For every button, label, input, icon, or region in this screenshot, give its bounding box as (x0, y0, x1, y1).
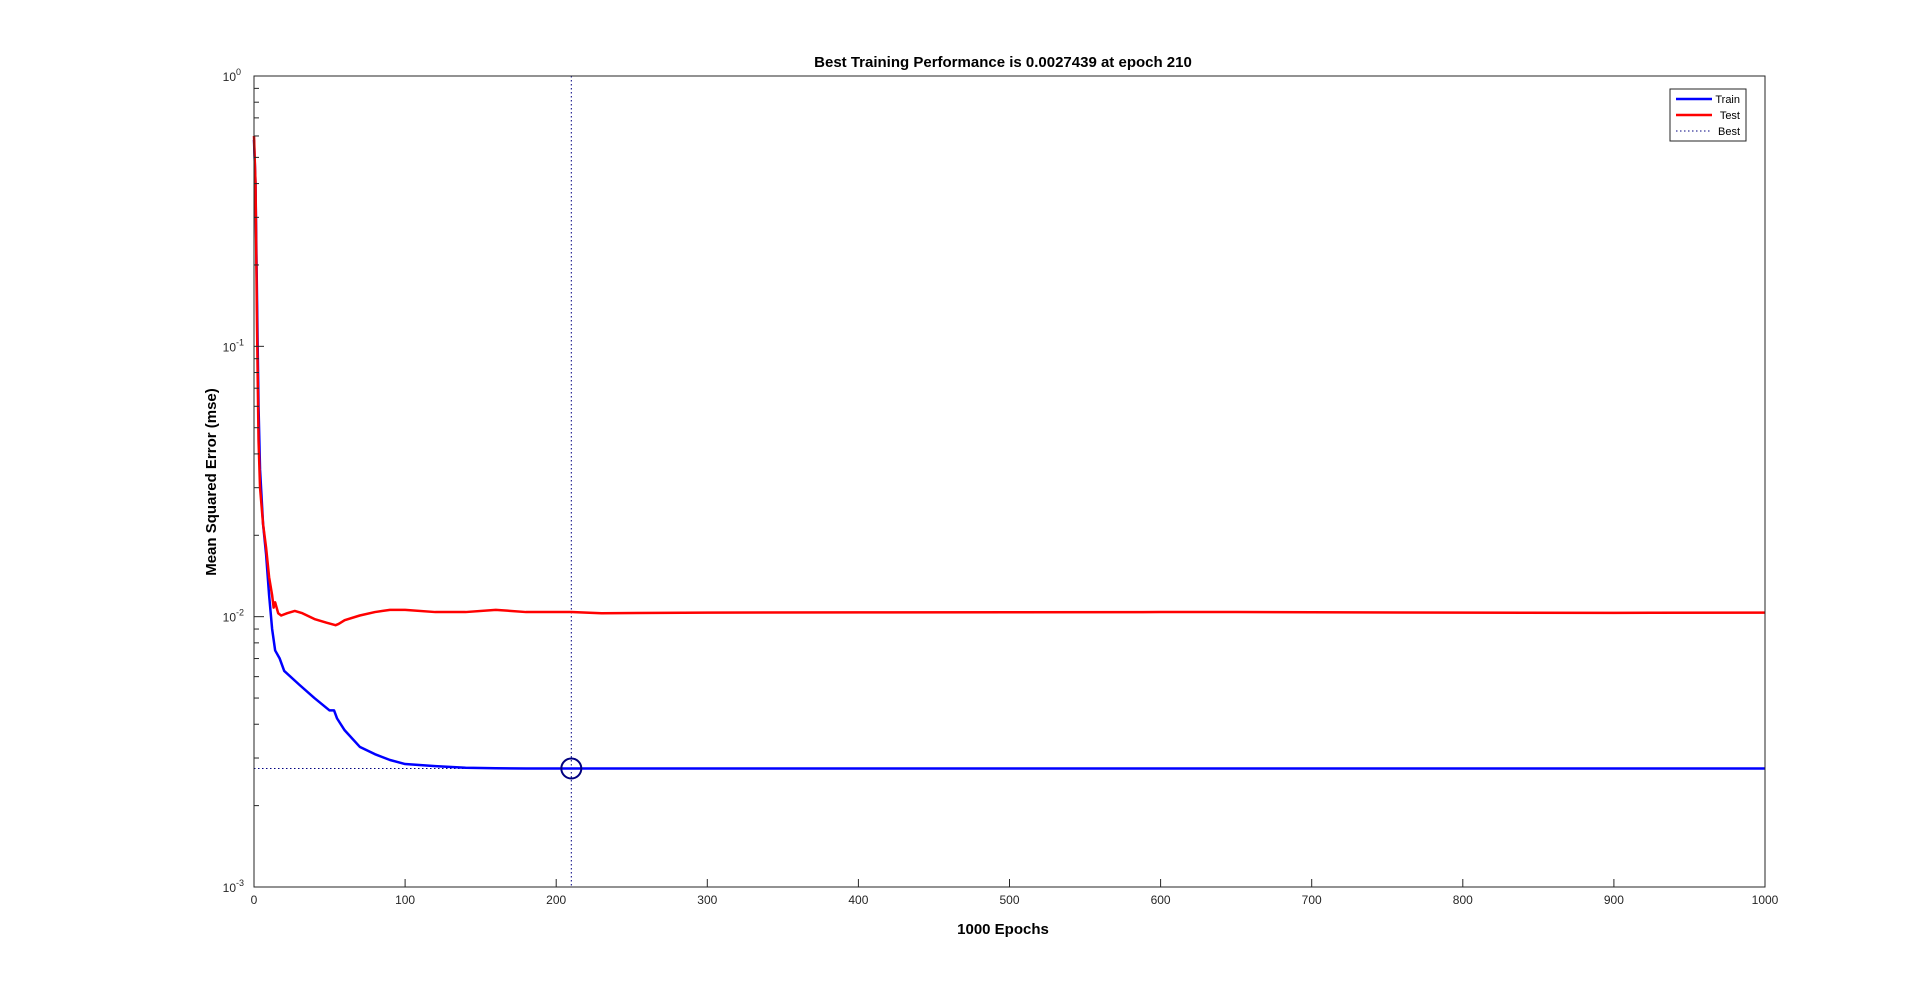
x-tick-label: 100 (395, 893, 415, 907)
y-tick-exponent: 0 (236, 67, 241, 77)
y-tick-label: 10 (223, 881, 237, 895)
x-tick-label: 900 (1604, 893, 1624, 907)
x-tick-label: 300 (697, 893, 717, 907)
chart-title: Best Training Performance is 0.0027439 a… (814, 54, 1192, 71)
x-tick-label: 500 (999, 893, 1019, 907)
legend[interactable]: Train Test Best (1669, 88, 1747, 142)
x-tick-label: 400 (848, 893, 868, 907)
legend-label-best: Best (1718, 126, 1740, 138)
legend-label-test: Test (1720, 110, 1740, 122)
x-tick-label: 200 (546, 893, 566, 907)
x-tick-label: 600 (1151, 893, 1171, 907)
x-tick-label: 700 (1302, 893, 1322, 907)
x-tick-label: 0 (251, 893, 258, 907)
x-axis-label: 1000 Epochs (957, 921, 1049, 938)
y-axis-label: Mean Squared Error (mse) (203, 388, 220, 576)
y-tick-exponent: -2 (236, 608, 244, 618)
series-line-test (252, 135, 1766, 627)
legend-label-train: Train (1715, 94, 1740, 106)
y-tick-label: 10 (223, 340, 237, 354)
y-tick-label: 10 (223, 70, 237, 84)
y-tick-exponent: -1 (236, 337, 244, 347)
series-line-train (252, 139, 1765, 770)
x-tick-label: 800 (1453, 893, 1473, 907)
axes-box (253, 75, 1766, 888)
best-point-marker (560, 757, 583, 780)
x-tick-label: 1000 (1752, 893, 1779, 907)
x-axis: 0 100 200 300 400 500 600 700 800 900 1000 (251, 879, 1779, 907)
plot-area (252, 76, 1766, 887)
y-tick-exponent: -3 (236, 878, 244, 888)
y-tick-label: 10 (223, 611, 237, 625)
